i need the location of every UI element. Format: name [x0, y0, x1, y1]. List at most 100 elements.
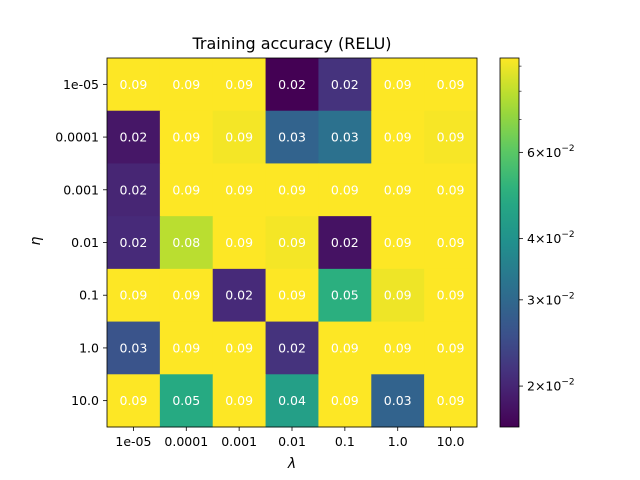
heatmap-cell [107, 163, 161, 217]
x-axis-label: λ [287, 456, 296, 472]
colorbar-tick-label: 4×10−2 [527, 230, 575, 246]
heatmap-cell [212, 58, 267, 112]
cell-value-label: 0.08 [172, 235, 200, 250]
heatmap-cell [424, 110, 478, 164]
heatmap-cell [212, 110, 267, 164]
cell-value-label: 0.09 [120, 288, 148, 303]
colorbar: 2×10−2 3×10−2 4×10−2 6×10−2 [499, 57, 575, 428]
heatmap-cell [265, 58, 319, 112]
colorbar-tick-label: 3×10−2 [527, 291, 575, 307]
cell-value-label: 0.09 [437, 130, 465, 145]
heatmap-cell [159, 216, 214, 270]
heatmap-cell [212, 321, 267, 375]
heatmap-cell [107, 216, 161, 270]
cell-value-label: 0.09 [384, 288, 412, 303]
cell-value-label: 0.09 [172, 77, 200, 92]
cell-value-label: 0.02 [120, 130, 148, 145]
heatmap-cell [265, 321, 319, 375]
heatmap-cell [212, 268, 267, 323]
y-tick-label: 10.0 [71, 393, 99, 408]
cell-value-label: 0.09 [225, 340, 253, 355]
heatmap-cell [107, 268, 161, 323]
cell-value-label: 0.04 [278, 393, 306, 408]
cell-value-label: 0.09 [384, 77, 412, 92]
cell-value-label: 0.09 [384, 182, 412, 197]
heatmap-cell [159, 163, 214, 217]
colorbar-gradient [499, 57, 520, 428]
heatmap-cell [371, 58, 425, 112]
cell-value-label: 0.09 [172, 340, 200, 355]
cell-value-label: 0.05 [331, 288, 359, 303]
heatmap-cell [318, 216, 372, 270]
heatmap-cell [265, 163, 319, 217]
x-tick-label: 0.1 [335, 434, 355, 449]
cell-value-label: 0.09 [384, 235, 412, 250]
heatmap-cell [107, 58, 161, 112]
colorbar-tick-label: 6×10−2 [527, 144, 575, 160]
heatmap-cell [424, 163, 478, 217]
cell-value-label: 0.09 [331, 340, 359, 355]
heatmap-cell [318, 58, 372, 112]
heatmap-cell [371, 374, 425, 428]
cell-value-label: 0.02 [225, 288, 253, 303]
heatmap-cell [159, 374, 214, 428]
heatmap-cell [318, 163, 372, 217]
heatmap-cell [159, 58, 214, 112]
heatmap-cell [424, 216, 478, 270]
cell-value-label: 0.02 [331, 235, 359, 250]
x-axis-ticks: 1e-05 0.0001 0.001 0.01 0.1 1.0 10.0 [115, 427, 465, 449]
heatmap-cell [424, 321, 478, 375]
y-tick-label: 0.1 [79, 288, 99, 303]
cell-value-label: 0.09 [225, 235, 253, 250]
cell-value-label: 0.02 [120, 182, 148, 197]
heatmap-cell [424, 268, 478, 323]
x-tick-label: 10.0 [437, 434, 465, 449]
heatmap-cell [265, 216, 319, 270]
cell-value-label: 0.09 [437, 235, 465, 250]
heatmap-cell [424, 374, 478, 428]
cell-value-label: 0.09 [120, 393, 148, 408]
cell-value-label: 0.09 [437, 182, 465, 197]
heatmap-cell [371, 110, 425, 164]
x-tick-label: 0.001 [221, 434, 257, 449]
cell-value-label: 0.09 [120, 77, 148, 92]
cell-value-label: 0.09 [225, 130, 253, 145]
cell-value-label: 0.09 [172, 182, 200, 197]
x-tick-label: 1e-05 [115, 434, 151, 449]
heatmap-cell [159, 321, 214, 375]
heatmap-cell [107, 374, 161, 428]
heatmap-cell [159, 110, 214, 164]
heatmap-cell [107, 321, 161, 375]
heatmap-cell [159, 268, 214, 323]
cell-value-label: 0.03 [278, 130, 306, 145]
heatmap-cell [212, 163, 267, 217]
heatmap-cell [318, 110, 372, 164]
heatmap-cells: 0.09 0.09 0.09 0.02 0.02 0.09 0.09 0.02 0.09 0.09… [106, 57, 478, 428]
heatmap-cell [265, 268, 319, 323]
heatmap-cell [212, 216, 267, 270]
y-tick-label: 1.0 [79, 340, 99, 355]
cell-value-label: 0.09 [331, 393, 359, 408]
cell-value-label: 0.09 [278, 235, 306, 250]
heatmap-cell [371, 163, 425, 217]
heatmap-cell [318, 321, 372, 375]
cell-value-label: 0.03 [384, 393, 412, 408]
cell-value-label: 0.03 [331, 130, 359, 145]
cell-value-label: 0.03 [120, 340, 148, 355]
x-tick-label: 1.0 [388, 434, 408, 449]
cell-value-label: 0.02 [278, 77, 306, 92]
heatmap-cell [212, 374, 267, 428]
x-tick-label: 0.0001 [164, 434, 208, 449]
heatmap-cell [318, 268, 372, 323]
cell-value-label: 0.09 [384, 340, 412, 355]
cell-value-label: 0.05 [172, 393, 200, 408]
cell-value-label: 0.09 [437, 340, 465, 355]
cell-value-label: 0.09 [384, 130, 412, 145]
y-tick-label: 0.0001 [55, 130, 99, 145]
cell-value-label: 0.09 [331, 182, 359, 197]
cell-value-label: 0.09 [278, 288, 306, 303]
y-tick-label: 0.001 [63, 182, 99, 197]
cell-value-label: 0.09 [225, 77, 253, 92]
heatmap-cell [265, 110, 319, 164]
